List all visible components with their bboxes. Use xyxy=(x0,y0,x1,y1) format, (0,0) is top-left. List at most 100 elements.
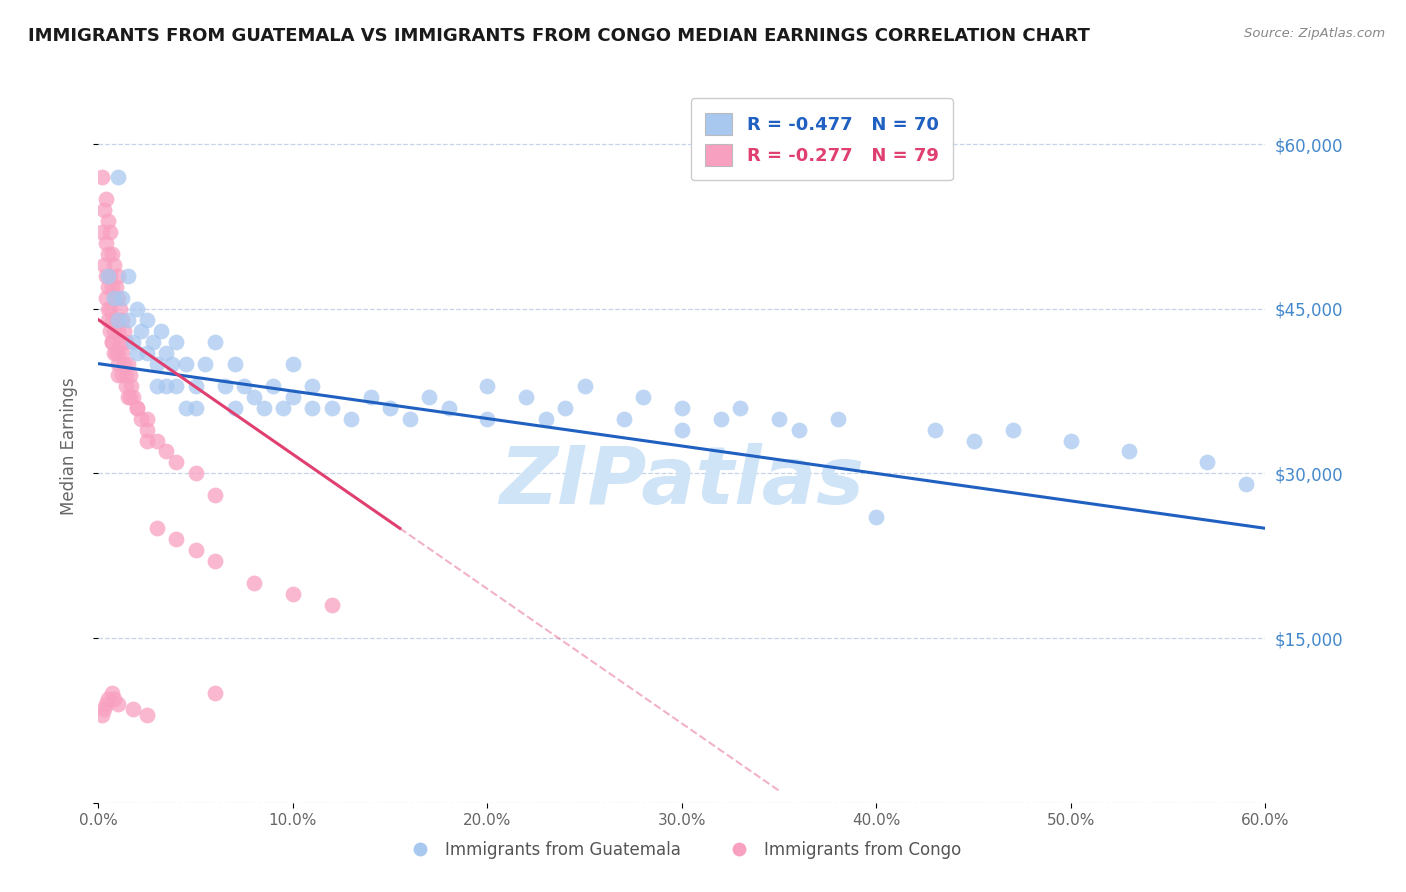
Point xyxy=(111,291,134,305)
Point xyxy=(108,301,131,316)
Point xyxy=(142,334,165,349)
Point xyxy=(321,401,343,415)
Point xyxy=(103,324,125,338)
Point xyxy=(117,268,139,283)
Point xyxy=(671,401,693,415)
Point xyxy=(281,587,304,601)
Point xyxy=(554,401,576,415)
Point xyxy=(117,312,139,326)
Point xyxy=(155,444,177,458)
Point xyxy=(301,401,323,415)
Point xyxy=(204,334,226,349)
Point xyxy=(114,378,136,392)
Point xyxy=(768,411,790,425)
Point xyxy=(515,390,537,404)
Point xyxy=(97,268,120,283)
Point xyxy=(146,434,169,448)
Point xyxy=(97,301,120,316)
Point xyxy=(631,390,654,404)
Point xyxy=(117,390,139,404)
Point xyxy=(787,423,810,437)
Point xyxy=(107,368,129,382)
Point xyxy=(118,390,141,404)
Point xyxy=(98,268,121,283)
Point xyxy=(146,521,169,535)
Point xyxy=(710,411,733,425)
Point xyxy=(136,345,159,359)
Point xyxy=(93,258,115,272)
Point xyxy=(730,401,752,415)
Point xyxy=(107,312,129,326)
Text: Source: ZipAtlas.com: Source: ZipAtlas.com xyxy=(1244,27,1385,40)
Point xyxy=(122,390,145,404)
Point xyxy=(301,378,323,392)
Point xyxy=(1234,477,1257,491)
Point xyxy=(204,488,226,502)
Point xyxy=(253,401,276,415)
Point xyxy=(136,423,159,437)
Point xyxy=(184,543,207,558)
Point xyxy=(104,312,127,326)
Point xyxy=(398,411,420,425)
Point xyxy=(91,169,114,184)
Point xyxy=(127,301,149,316)
Point xyxy=(184,467,207,481)
Point xyxy=(162,357,184,371)
Point xyxy=(93,202,115,217)
Point xyxy=(214,378,236,392)
Point xyxy=(91,225,114,239)
Point xyxy=(1118,444,1140,458)
Point xyxy=(827,411,849,425)
Point xyxy=(194,357,217,371)
Point xyxy=(127,401,149,415)
Point xyxy=(97,247,120,261)
Point xyxy=(136,708,159,723)
Point xyxy=(380,401,402,415)
Point xyxy=(437,401,460,415)
Point xyxy=(165,378,187,392)
Point xyxy=(281,390,304,404)
Legend: Immigrants from Guatemala, Immigrants from Congo: Immigrants from Guatemala, Immigrants fr… xyxy=(396,835,967,866)
Point xyxy=(204,554,226,568)
Point xyxy=(101,280,124,294)
Point xyxy=(98,301,121,316)
Point xyxy=(155,378,177,392)
Point xyxy=(233,378,256,392)
Point xyxy=(477,378,499,392)
Point xyxy=(165,533,187,547)
Point xyxy=(96,192,118,206)
Point xyxy=(108,334,131,349)
Point xyxy=(1060,434,1083,448)
Point xyxy=(477,411,499,425)
Point xyxy=(127,345,149,359)
Point xyxy=(243,576,266,591)
Point xyxy=(107,291,129,305)
Point xyxy=(103,345,125,359)
Point xyxy=(262,378,284,392)
Point xyxy=(165,334,187,349)
Point xyxy=(671,423,693,437)
Point xyxy=(146,378,169,392)
Point xyxy=(111,312,134,326)
Point xyxy=(136,312,159,326)
Point xyxy=(112,324,135,338)
Point xyxy=(418,390,440,404)
Point xyxy=(104,345,127,359)
Point xyxy=(149,324,172,338)
Point xyxy=(129,324,152,338)
Point xyxy=(865,510,887,524)
Point xyxy=(96,268,118,283)
Point xyxy=(111,368,134,382)
Point xyxy=(360,390,382,404)
Point xyxy=(103,291,125,305)
Point xyxy=(129,411,152,425)
Point xyxy=(321,598,343,612)
Point xyxy=(174,401,197,415)
Point xyxy=(224,357,246,371)
Point xyxy=(534,411,557,425)
Point xyxy=(574,378,596,392)
Point xyxy=(98,324,121,338)
Point xyxy=(103,691,125,706)
Text: ZIPatlas: ZIPatlas xyxy=(499,442,865,521)
Point xyxy=(103,291,125,305)
